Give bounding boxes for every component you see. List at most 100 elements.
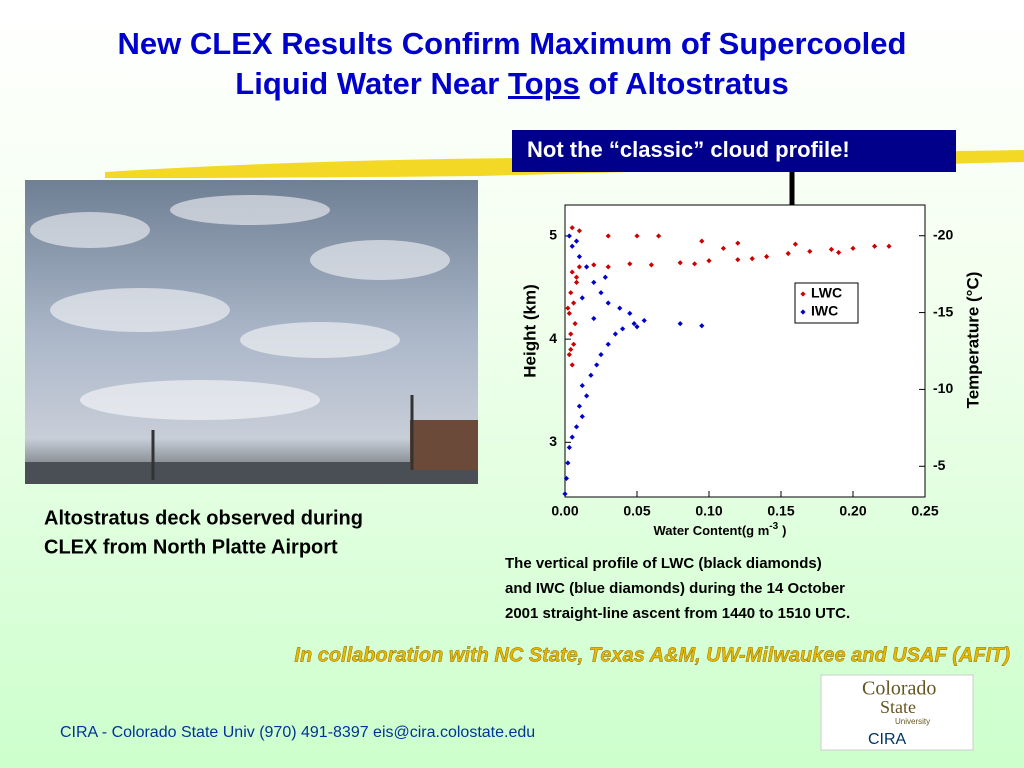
point: [569, 362, 575, 368]
point: [605, 300, 611, 306]
point: [605, 264, 611, 270]
point: [656, 233, 662, 239]
legend-label: IWC: [811, 303, 838, 319]
title-part: Liquid Water Near: [235, 66, 500, 101]
x-axis-label-part: ): [782, 523, 786, 538]
point: [612, 331, 618, 337]
ground: [25, 462, 478, 484]
y2-tick-label: -10: [933, 380, 953, 396]
point: [579, 295, 585, 301]
point: [576, 253, 582, 260]
point: [562, 491, 568, 497]
x-axis-label-part: Water Content(g m: [653, 523, 769, 538]
point: [591, 279, 597, 285]
photo-caption: Altostratus deck observed during: [44, 507, 363, 529]
point: [588, 372, 594, 378]
point: [566, 233, 572, 239]
x-tick-label: 0.05: [623, 503, 650, 519]
point: [572, 321, 578, 327]
plot-area: [564, 204, 926, 498]
x-tick-label: 0.15: [767, 503, 794, 519]
callout-box: [512, 130, 956, 172]
point: [563, 475, 570, 482]
point: [605, 341, 611, 347]
y-tick-label: 4: [549, 330, 557, 346]
logo-text: University: [895, 717, 930, 726]
logo-text: CIRA: [868, 731, 907, 748]
legend-box: [794, 282, 859, 324]
point: [677, 260, 683, 266]
logo-text: Colorado: [862, 678, 936, 700]
point: [573, 238, 580, 244]
point: [706, 258, 712, 264]
point: [620, 326, 626, 332]
chart-caption: The vertical profile of LWC (black diamo…: [505, 555, 822, 572]
callout: Not the “classic” cloud profile!: [527, 137, 850, 162]
point: [886, 243, 892, 249]
point: [627, 261, 633, 267]
chart-caption: and IWC (blue diamonds) during the 14 Oc…: [505, 580, 845, 597]
point: [598, 352, 604, 358]
point: [598, 290, 604, 296]
collaboration: In collaboration with NC State, Texas A&…: [294, 644, 1010, 666]
point: [576, 264, 582, 270]
point: [872, 243, 878, 249]
point: [569, 434, 575, 440]
point: [573, 274, 580, 280]
point: [566, 352, 572, 358]
point: [764, 253, 770, 260]
point: [699, 238, 705, 244]
title: Liquid Water Near Tops of Altostratus: [0, 66, 1024, 102]
point: [573, 424, 580, 430]
y-axis-label: Height (km): [520, 284, 539, 378]
point: [576, 403, 582, 409]
point: [627, 310, 633, 316]
point: [617, 305, 623, 311]
point: [579, 413, 585, 420]
point: [648, 262, 654, 268]
logo-text: State: [880, 697, 916, 717]
title-emphasis: Tops: [508, 66, 580, 101]
point: [792, 241, 798, 247]
point: [735, 240, 741, 246]
footer: CIRA - Colorado State Univ (970) 491-839…: [60, 724, 535, 741]
point: [634, 324, 640, 330]
x-axis-label: Water Content(g m-3): [653, 521, 786, 539]
point: [573, 279, 580, 285]
point: [569, 243, 575, 249]
point: [785, 250, 791, 257]
chart-caption: 2001 straight-line ascent from 1440 to 1…: [505, 605, 850, 622]
legend-label: LWC: [811, 285, 842, 301]
point: [566, 310, 572, 316]
point: [828, 246, 834, 252]
point: [568, 346, 574, 353]
y2-tick-label: -20: [933, 226, 953, 242]
point: [634, 233, 640, 239]
point: [571, 341, 577, 347]
y-tick-label: 3: [549, 433, 557, 449]
y2-tick-label: -5: [933, 457, 946, 473]
y-tick-label: 5: [549, 227, 557, 243]
point: [749, 256, 755, 262]
x-axis-label-sup: -3: [769, 521, 778, 532]
chart: 0.00 0.05 0.10 0.15 0.20 0.25 3 4 5 -20 -15 -10 -5 Wa…: [520, 225, 982, 538]
point: [807, 248, 813, 255]
point: [836, 249, 842, 256]
legend-marker: [800, 309, 806, 315]
point: [568, 331, 574, 337]
building: [410, 420, 478, 470]
point: [584, 393, 590, 399]
point: [692, 261, 698, 267]
point: [569, 269, 575, 275]
photo-caption: CLEX from North Platte Airport: [44, 536, 338, 558]
point: [591, 315, 597, 322]
y2-axis-label: Temperature (°C): [963, 272, 982, 409]
point: [591, 262, 597, 268]
legend-marker: [800, 291, 806, 297]
logo-box: [820, 674, 974, 751]
point: [699, 323, 705, 329]
x-tick-label: 0.10: [695, 503, 722, 519]
point: [584, 264, 590, 270]
point: [602, 274, 608, 280]
